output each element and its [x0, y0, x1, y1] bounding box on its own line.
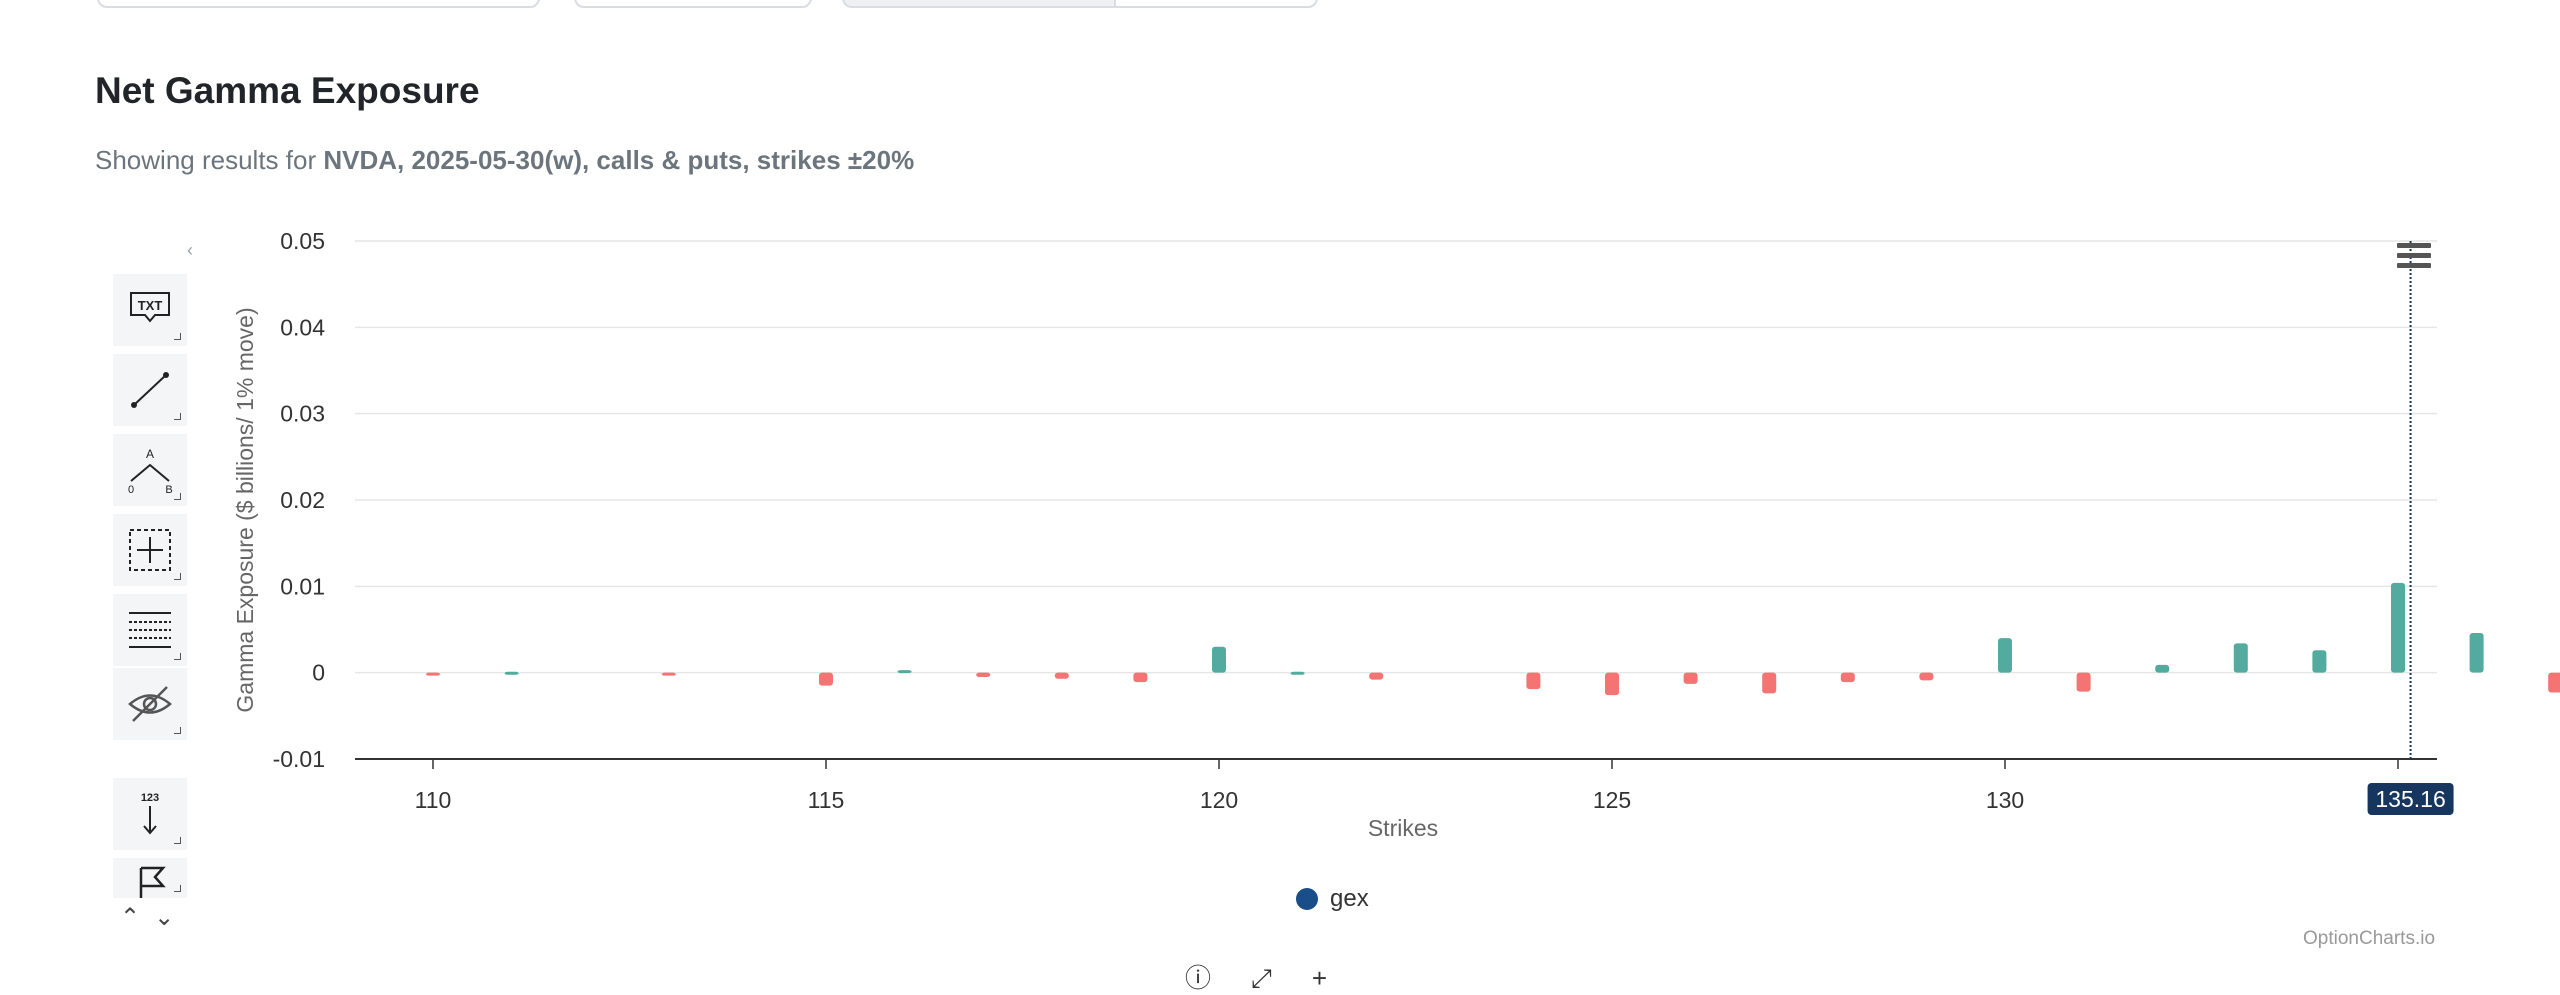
toggle-annotations-button[interactable] [113, 668, 187, 740]
y-tick-label: 0.04 [280, 314, 325, 340]
expand-icon[interactable]: ⤢ [1251, 963, 1312, 993]
gex-bar [2312, 650, 2327, 673]
x-tick-label: 115 [808, 787, 845, 813]
results-params: NVDA, 2025-05-30(w), calls & puts, strik… [323, 145, 915, 175]
footer-icons: ⓘ⤢+ [1185, 958, 1367, 995]
gex-bar [897, 670, 912, 674]
svg-text:TXT: TXT [138, 298, 163, 313]
plus-icon[interactable]: + [1311, 963, 1368, 993]
gex-bar [504, 671, 519, 675]
gex-bar [1290, 671, 1305, 675]
gex-bar [2233, 643, 2248, 673]
gex-bar [1369, 672, 1384, 680]
segment-left[interactable] [844, 0, 1114, 6]
svg-text:A: A [146, 447, 154, 461]
y-axis-title: Gamma Exposure ($ billions/ 1% move) [232, 307, 258, 712]
gex-bar [426, 672, 440, 676]
txt-label-icon: TXT [130, 292, 170, 323]
gex-bar [1526, 672, 1541, 690]
gex-bar [1919, 672, 1934, 681]
x-tick-label: 125 [1593, 787, 1631, 813]
gex-bar [1605, 672, 1619, 696]
legend-item-gex[interactable]: gex [1296, 885, 1369, 913]
y-tick-label: 0 [312, 660, 325, 686]
gex-bar [2548, 672, 2560, 693]
eye-off-icon [128, 686, 172, 722]
svg-text:123: 123 [141, 792, 159, 804]
flag-icon [139, 866, 166, 898]
gex-bar [1133, 672, 1148, 683]
hamburger-menu-icon[interactable] [2397, 243, 2431, 271]
chevron-down-icon[interactable]: ⌄ [154, 904, 189, 931]
gex-bar [1762, 672, 1777, 694]
current-price-badge [2367, 783, 2454, 815]
x-tick-label: 110 [415, 787, 452, 813]
gex-bar [2469, 632, 2484, 673]
y-tick-label: 0.05 [280, 228, 325, 254]
legend-marker [1296, 888, 1318, 910]
y-tick-label: -0.01 [273, 746, 325, 772]
x-tick-label: 120 [1200, 787, 1238, 813]
results-subtitle: Showing results for NVDA, 2025-05-30(w),… [95, 145, 915, 175]
toolbar-nav: ⌃⌄ [120, 903, 188, 932]
flag-button[interactable] [113, 858, 187, 898]
svg-text:B: B [165, 484, 172, 495]
y-tick-label: 0.03 [280, 401, 325, 427]
gex-bar [2076, 672, 2091, 692]
x-axis-title: Strikes [1368, 815, 1438, 841]
page-title: Net Gamma Exposure [95, 70, 480, 111]
y-tick-label: 0.02 [280, 487, 325, 513]
chevron-up-icon[interactable]: ⌃ [120, 904, 155, 931]
fib-lines-icon [129, 612, 171, 648]
gex-bar [1683, 672, 1698, 684]
line-icon [131, 372, 169, 408]
gamma-exposure-chart: -0.01 0 0.01 0.02 0.03 0.04 0.05 110 115 120 125 13… [232, 228, 2560, 841]
chevron-left-icon[interactable]: ‹ [187, 240, 193, 260]
legend-label: gex [1330, 885, 1369, 912]
gex-bar [1054, 672, 1069, 679]
y-tick-label: 0.01 [280, 573, 325, 599]
gex-bar [2391, 582, 2405, 673]
gex-bar [819, 672, 833, 686]
x-tick-label: 130 [1986, 787, 2024, 813]
gex-bar [1840, 672, 1855, 683]
vertical-counter-button[interactable]: 123 [113, 778, 187, 850]
counter-arrow-icon: 123 [141, 792, 159, 835]
segment-right[interactable] [1114, 0, 1316, 6]
fibonacci-button[interactable] [113, 594, 187, 666]
gex-bar [1212, 646, 1226, 673]
measure-box-icon [129, 529, 171, 571]
current-price-label: 135.16 [2375, 786, 2445, 812]
gex-bar [976, 672, 991, 677]
gex-bar [1998, 638, 2012, 673]
measure-button[interactable] [113, 514, 187, 586]
line-segment-button[interactable] [113, 354, 187, 426]
gex-bar [661, 672, 676, 676]
text-annotation-button[interactable]: TXT [113, 274, 187, 346]
svg-text:0: 0 [128, 484, 134, 495]
info-icon[interactable]: ⓘ [1185, 963, 1252, 993]
chart-credit: OptionCharts.io [2303, 928, 2436, 949]
abc-pattern-icon: A 0 B [128, 447, 173, 495]
gex-bar [2155, 664, 2170, 673]
elliott-wave-button[interactable]: A 0 B [113, 434, 187, 506]
